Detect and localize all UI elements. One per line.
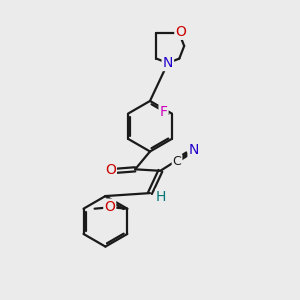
Text: O: O	[105, 163, 116, 177]
Text: O: O	[104, 200, 115, 214]
Text: F: F	[160, 105, 168, 119]
Text: N: N	[188, 143, 199, 157]
Text: C: C	[173, 155, 182, 168]
Text: N: N	[163, 56, 173, 70]
Text: O: O	[175, 25, 186, 39]
Text: H: H	[156, 190, 166, 204]
